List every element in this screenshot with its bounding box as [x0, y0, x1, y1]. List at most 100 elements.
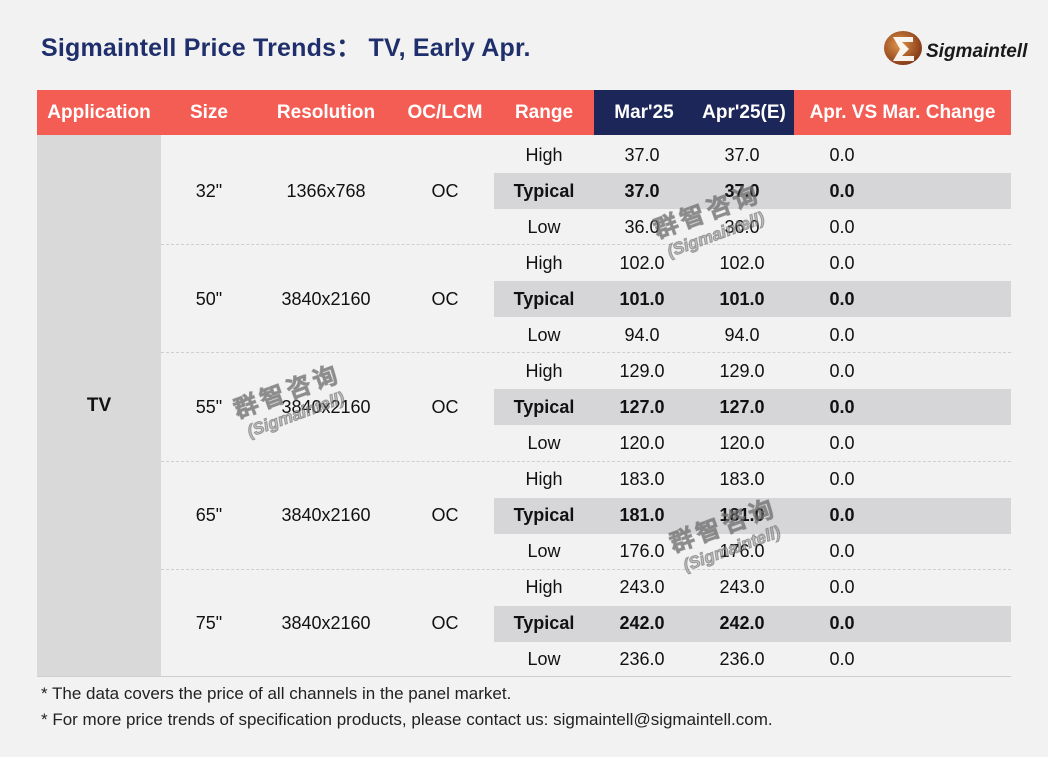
mar25-value: 37.0	[624, 144, 660, 165]
apr25e-value: 36.0	[724, 216, 760, 237]
change-value: 0.0	[829, 324, 855, 345]
mar25-value: 243.0	[619, 577, 665, 598]
note-1: * The data covers the price of all chann…	[41, 684, 512, 703]
logo-text: Sigmaintell	[926, 41, 1028, 62]
sigma-swoosh-logo-icon	[884, 31, 922, 65]
oclcm-cell: OC	[431, 180, 459, 201]
mar25-value: 37.0	[624, 180, 660, 201]
range-cell: Typical	[513, 288, 575, 309]
apr25e-value: 37.0	[724, 180, 760, 201]
page-title: Sigmaintell Price Trends： TV, Early Apr.	[41, 34, 531, 62]
apr25e-value: 120.0	[719, 432, 765, 453]
apr25e-value: 129.0	[719, 360, 765, 381]
mar25-value: 102.0	[619, 252, 665, 273]
range-cell: Low	[527, 324, 561, 345]
mar25-value: 242.0	[619, 613, 665, 634]
oclcm-cell: OC	[431, 505, 459, 526]
header-range: Range	[494, 90, 594, 135]
table-bottom-border	[37, 676, 1011, 677]
apr25e-value: 37.0	[724, 144, 760, 165]
group-separator	[161, 352, 1011, 354]
resolution-cell: 3840x2160	[281, 505, 371, 526]
typical-row-highlight	[494, 281, 1011, 318]
group-separator	[161, 460, 1011, 462]
change-value: 0.0	[829, 360, 855, 381]
apr25e-value: 94.0	[724, 324, 760, 345]
size-cell: 65"	[195, 505, 223, 526]
range-cell: High	[525, 144, 563, 165]
range-cell: High	[525, 360, 563, 381]
mar25-value: 36.0	[624, 216, 660, 237]
range-cell: Typical	[513, 505, 575, 526]
resolution-cell: 1366x768	[286, 180, 366, 201]
mar25-value: 129.0	[619, 360, 665, 381]
change-value: 0.0	[829, 649, 855, 670]
size-cell: 50"	[195, 288, 223, 309]
watermark: 群智咨询 (Sigmaintell)	[230, 360, 348, 442]
change-value: 0.0	[829, 541, 855, 562]
range-cell: Typical	[513, 396, 575, 417]
size-cell: 75"	[195, 613, 223, 634]
change-value: 0.0	[829, 252, 855, 273]
apr25e-value: 181.0	[719, 505, 765, 526]
mar25-value: 127.0	[619, 396, 665, 417]
header-application: Application	[37, 90, 161, 135]
oclcm-cell: OC	[431, 396, 459, 417]
mar25-value: 94.0	[624, 324, 660, 345]
apr25e-value: 101.0	[719, 288, 765, 309]
header-change: Apr. VS Mar. Change	[794, 90, 1011, 135]
typical-row-highlight	[494, 497, 1011, 534]
range-cell: Typical	[513, 613, 575, 634]
typical-row-highlight	[494, 605, 1011, 642]
apr25e-value: 243.0	[719, 577, 765, 598]
resolution-cell: 3840x2160	[281, 613, 371, 634]
header-resolution: Resolution	[257, 90, 395, 135]
resolution-cell: 3840x2160	[281, 288, 371, 309]
resolution-cell: 3840x2160	[281, 396, 371, 417]
mar25-value: 236.0	[619, 649, 665, 670]
apr25e-value: 102.0	[719, 252, 765, 273]
range-cell: High	[525, 577, 563, 598]
mar25-value: 101.0	[619, 288, 665, 309]
group-separator	[161, 244, 1011, 246]
change-value: 0.0	[829, 613, 855, 634]
typical-row-highlight	[494, 389, 1011, 426]
change-value: 0.0	[829, 577, 855, 598]
mar25-value: 183.0	[619, 469, 665, 490]
range-cell: Low	[527, 432, 561, 453]
size-cell: 55"	[195, 396, 223, 417]
mar25-value: 176.0	[619, 541, 665, 562]
size-cell: 32"	[195, 180, 223, 201]
range-cell: Low	[527, 649, 561, 670]
mar25-value: 120.0	[619, 432, 665, 453]
group-separator	[161, 568, 1011, 570]
change-value: 0.0	[829, 180, 855, 201]
change-value: 0.0	[829, 469, 855, 490]
change-value: 0.0	[829, 216, 855, 237]
range-cell: Low	[527, 541, 561, 562]
apr25e-value: 176.0	[719, 541, 765, 562]
change-value: 0.0	[829, 288, 855, 309]
range-cell: Typical	[513, 180, 575, 201]
apr25e-value: 242.0	[719, 613, 765, 634]
apr25e-value: 236.0	[719, 649, 765, 670]
apr25e-value: 183.0	[719, 469, 765, 490]
application-cell: TV	[37, 135, 161, 676]
header-mar25: Mar'25	[594, 90, 694, 135]
change-value: 0.0	[829, 144, 855, 165]
oclcm-cell: OC	[431, 288, 459, 309]
apr25e-value: 127.0	[719, 396, 765, 417]
range-cell: Low	[527, 216, 561, 237]
typical-row-highlight	[494, 173, 1011, 209]
change-value: 0.0	[829, 505, 855, 526]
header-size: Size	[161, 90, 257, 135]
note-2: * For more price trends of specification…	[41, 710, 773, 729]
header-apr25e: Apr'25(E)	[694, 90, 794, 135]
header-oclcm: OC/LCM	[395, 90, 495, 135]
oclcm-cell: OC	[431, 613, 459, 634]
sigmaintell-logo	[882, 28, 1012, 70]
change-value: 0.0	[829, 432, 855, 453]
change-value: 0.0	[829, 396, 855, 417]
range-cell: High	[525, 469, 563, 490]
range-cell: High	[525, 252, 563, 273]
